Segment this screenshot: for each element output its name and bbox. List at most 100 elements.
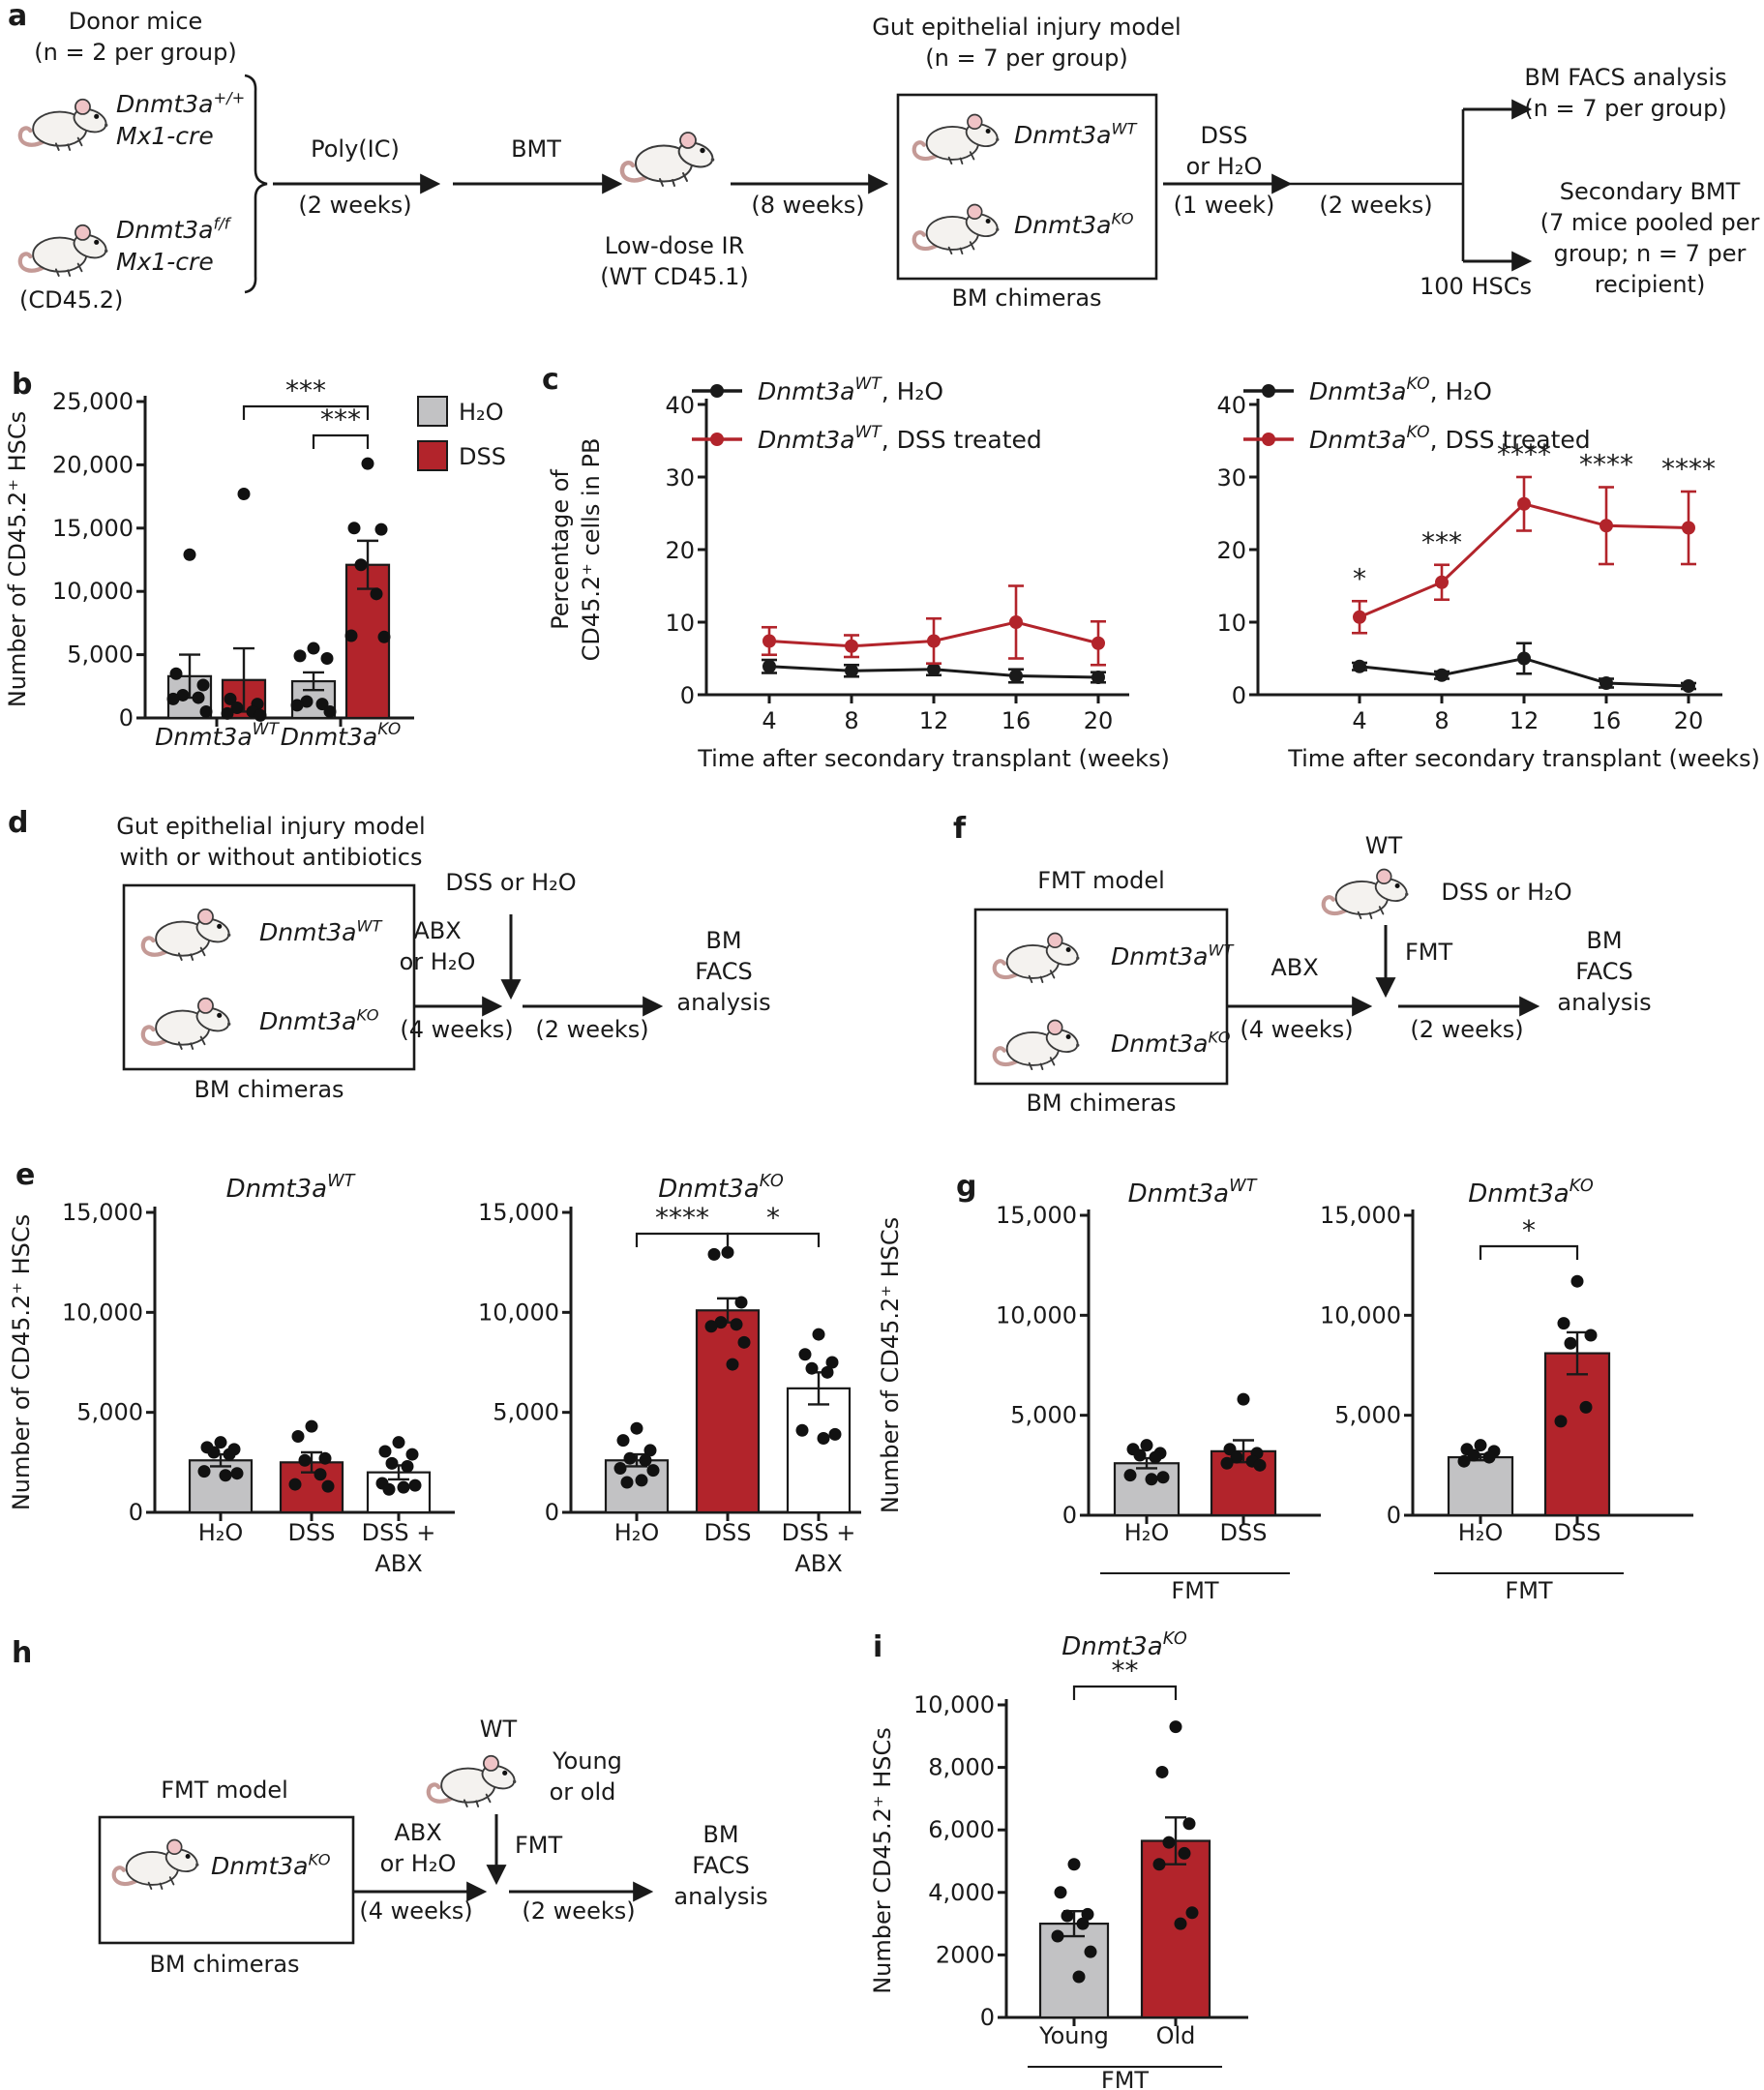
data-point: [305, 1419, 318, 1433]
d-dss-label: DSS or H₂O: [445, 869, 577, 896]
sig-bracket: [312, 433, 370, 449]
mouse-icon: [143, 999, 232, 1049]
f-mouse1-genotype: Dnmt3aWT: [1111, 941, 1234, 971]
donor-brace: [244, 74, 268, 294]
mouse-icon: [1324, 870, 1410, 919]
data-point: [927, 634, 941, 648]
chart-g-right: 0 5,000 10,000 15,000 Dnmt3aKO H₂O DSS * FMT: [1320, 1177, 1693, 1604]
a-dss-line1: DSS: [1200, 122, 1248, 149]
data-point: [405, 1448, 419, 1461]
y-axis-label: Number of CD45.2⁺ HSCs: [877, 1217, 904, 1513]
data-point: [1579, 1400, 1593, 1414]
y-tick-label: 8,000: [928, 1754, 995, 1781]
data-point: [291, 1429, 305, 1443]
schematic-d: [122, 883, 664, 1071]
y-tick-label: 2000: [936, 1941, 995, 1968]
data-point: [230, 1467, 244, 1480]
x-label: DSS +: [782, 1519, 856, 1546]
mouse-icon: [429, 1756, 518, 1806]
sig-bracket: [1479, 1244, 1579, 1260]
bar-H₂O: [1113, 1439, 1181, 1517]
y-axis-label: Number CD45.2⁺ HSCs: [869, 1727, 896, 1994]
data-point: [734, 1296, 748, 1309]
sig-stars: *: [1522, 1214, 1536, 1246]
data-point: [237, 487, 251, 500]
y-tick-label: 10: [1216, 610, 1246, 637]
h-abx-line1: ABX: [394, 1819, 442, 1846]
data-point: [197, 1465, 211, 1478]
data-point: [219, 1469, 232, 1482]
x-axis-label: Time after secondary transplant (weeks): [697, 745, 1170, 772]
panel-letter-g: g: [956, 1170, 977, 1204]
data-point: [1517, 496, 1531, 511]
data-point: [1072, 1970, 1086, 1984]
f-fmt-label: FMT: [1405, 939, 1453, 966]
y-axis-label: Number of CD45.2⁺ HSCs: [4, 411, 31, 707]
data-point: [374, 522, 388, 536]
h-2wk-time: (2 weeks): [522, 1897, 636, 1925]
a-ir-line1: Low-dose IR: [604, 232, 745, 259]
panel-letter-h: h: [12, 1636, 33, 1670]
sig-bracket: [1072, 1685, 1178, 1700]
x-label: DSS: [1554, 1519, 1601, 1546]
chart-g-left: 0 5,000 10,000 15,000 Number of CD45.2⁺ HSCs…: [877, 1177, 1321, 1604]
d-out-line1: BM: [705, 927, 742, 954]
y-tick-label: 5,000: [1010, 1402, 1077, 1429]
y-tick-label: 5,000: [493, 1399, 559, 1426]
a-secbmt-line1: Secondary BMT: [1559, 178, 1741, 205]
f-mouse2-genotype: Dnmt3aKO: [1111, 1029, 1231, 1059]
d-mouse1-genotype: Dnmt3aWT: [259, 917, 382, 947]
data-point: [845, 664, 858, 678]
data-point: [354, 558, 368, 572]
y-tick-label: 20: [1216, 537, 1246, 564]
data-point: [1554, 1415, 1568, 1428]
data-point: [221, 706, 234, 720]
data-point: [1155, 1765, 1169, 1778]
data-point: [1435, 668, 1449, 682]
bar-Old: [1140, 1720, 1211, 2019]
data-point: [378, 1445, 392, 1458]
data-point: [1091, 671, 1105, 684]
y-tick-label: 25,000: [52, 388, 134, 415]
chimera-box: [122, 883, 416, 1071]
data-point: [1061, 1909, 1074, 1923]
d-2wk-time: (2 weeks): [535, 1016, 649, 1043]
data-point: [214, 1436, 227, 1449]
f-dss-label: DSS or H₂O: [1441, 879, 1572, 906]
y-tick-label: 0: [680, 682, 695, 709]
chart-i: 0 2000 4,000 6,000 8,000 10,000 Number CD45.2⁺…: [869, 1629, 1248, 2090]
panel-letter-d: d: [8, 806, 29, 840]
bar-H₂O: [290, 642, 337, 720]
data-point: [825, 1356, 839, 1369]
bar-rect: [1543, 1352, 1611, 1517]
h-title: FMT model: [161, 1776, 288, 1804]
sig-stars: ****: [1497, 438, 1551, 470]
sig-stars: ****: [1579, 449, 1633, 481]
d-mouse2-genotype: Dnmt3aKO: [259, 1006, 379, 1036]
data-point: [1009, 615, 1023, 629]
data-point: [1353, 659, 1366, 673]
a-box-caption: BM chimeras: [951, 284, 1102, 312]
data-point: [721, 1245, 734, 1259]
data-point: [196, 678, 210, 692]
mouse-icon: [914, 205, 1001, 254]
data-point: [630, 1421, 643, 1435]
data-point: [762, 634, 776, 648]
x-label: DSS: [704, 1519, 752, 1546]
y-axis-label: Number of CD45.2⁺ HSCs: [8, 1214, 35, 1510]
f-title: FMT model: [1037, 867, 1165, 894]
a-polyic-time: (2 weeks): [298, 192, 412, 219]
a-donor2-genotype: Dnmt3af/f: [116, 215, 230, 245]
bar-rect: [786, 1387, 852, 1514]
x-label: DSS: [1220, 1519, 1268, 1546]
data-point: [620, 1476, 634, 1489]
h-out-line2: FACS: [692, 1852, 750, 1879]
data-point: [639, 1453, 652, 1467]
y-tick-label: 0: [1062, 1502, 1077, 1529]
d-title2: with or without antibiotics: [119, 844, 423, 871]
x-group-label: Dnmt3aKO: [281, 720, 402, 751]
x-tick-label: 12: [1510, 707, 1540, 734]
a-secbmt-line3: group; n = 7 per: [1553, 240, 1747, 267]
sig-stars: ****: [655, 1202, 709, 1234]
x-tick-label: 8: [1434, 707, 1449, 734]
